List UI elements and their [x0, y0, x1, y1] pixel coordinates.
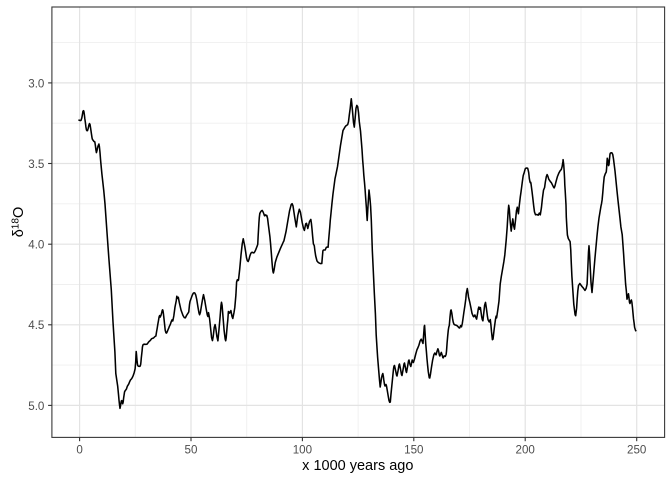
svg-text:4.0: 4.0 — [28, 239, 44, 252]
svg-text:5.0: 5.0 — [28, 400, 44, 413]
svg-text:200: 200 — [516, 444, 535, 457]
svg-text:3.5: 3.5 — [28, 158, 44, 171]
svg-text:150: 150 — [404, 444, 423, 457]
svg-text:250: 250 — [627, 444, 646, 457]
svg-text:x 1000 years ago: x 1000 years ago — [302, 458, 413, 474]
svg-text:δ18O: δ18O — [10, 207, 27, 238]
svg-text:50: 50 — [185, 444, 198, 457]
svg-text:0: 0 — [76, 444, 82, 457]
svg-text:100: 100 — [293, 444, 312, 457]
svg-text:4.5: 4.5 — [28, 319, 44, 332]
svg-text:3.0: 3.0 — [28, 77, 44, 90]
